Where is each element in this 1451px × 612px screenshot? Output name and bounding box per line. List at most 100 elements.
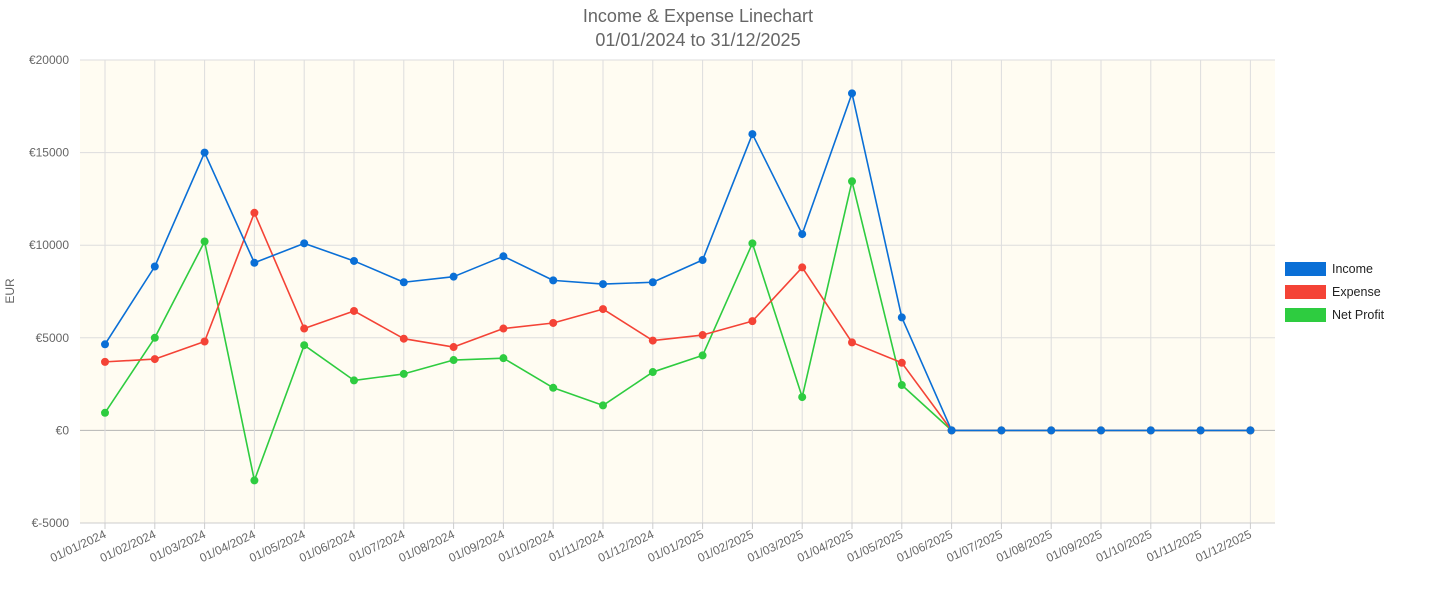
data-point [449,343,458,352]
data-point [648,336,657,345]
x-tick-label: 01/10/2024 [496,527,557,565]
x-tick-label: 01/07/2024 [347,527,408,565]
data-point [101,408,109,417]
data-point [200,337,209,346]
legend-swatch [1285,262,1326,276]
y-tick-label: €10000 [29,238,69,252]
data-point [599,401,607,410]
data-point [250,476,259,485]
x-tick-label: 01/02/2025 [695,527,756,565]
legend-label: Expense [1332,285,1381,299]
y-tick-label: €-5000 [32,516,70,530]
data-point [1146,426,1155,435]
data-point [848,89,856,98]
data-point [698,331,707,340]
data-point [947,426,956,435]
data-point [1246,426,1255,435]
data-point [549,318,558,327]
x-tick-label: 01/07/2025 [944,527,1005,565]
data-point [997,426,1006,435]
data-point [549,276,558,285]
data-point [250,208,259,217]
y-axis: €-5000 €0 €5000 €10000 €15000 €20000 [29,53,69,530]
data-point [150,333,159,342]
legend-swatch [1285,285,1326,299]
y-tick-label: €5000 [36,331,70,345]
data-point [798,230,807,239]
legend: Income Expense Net Profit [1285,262,1385,322]
data-point [101,340,109,349]
y-tick-label: €0 [56,423,70,437]
data-point [897,313,906,322]
data-point [150,355,159,364]
data-point [499,324,508,333]
data-point [848,338,856,347]
data-point [848,177,856,186]
data-point [648,368,657,377]
series-line [104,92,1251,432]
x-tick-label: 01/03/2025 [745,527,806,565]
y-axis-title: EUR [3,278,17,304]
x-tick-label: 01/09/2024 [446,527,507,565]
data-point [599,305,607,314]
chart-title: Income & Expense Linechart [583,6,813,26]
data-point [300,324,309,333]
x-tick-label: 01/11/2024 [547,527,607,565]
x-tick-label: 01/04/2024 [197,527,258,565]
data-point [698,351,707,360]
data-point [798,393,807,402]
data-point [101,357,109,366]
legend-swatch [1285,308,1326,322]
data-point [798,263,807,272]
data-point [549,383,558,392]
x-tick-label: 01/01/2025 [646,527,707,565]
x-tick-label: 01/09/2025 [1044,527,1105,565]
data-point [200,148,209,157]
legend-label: Net Profit [1332,308,1385,322]
data-point [1196,426,1205,435]
x-tick-label: 01/08/2024 [397,527,458,565]
x-tick-label: 01/02/2024 [98,527,159,565]
x-tick-label: 01/12/2024 [596,527,657,565]
data-point [599,280,607,289]
x-tick-label: 01/10/2025 [1094,527,1155,565]
plot-area [80,60,1275,523]
data-point [399,369,408,378]
data-point [200,237,209,246]
data-point [300,341,309,350]
data-point [449,272,458,281]
chart-subtitle: 01/01/2024 to 31/12/2025 [595,30,800,50]
data-point [350,256,358,265]
data-point [399,278,408,287]
x-tick-label: 01/01/2024 [48,527,109,565]
grid [80,59,1275,524]
x-tick-label: 01/11/2025 [1144,527,1204,565]
x-axis: 01/01/202401/02/202401/03/202401/04/2024… [48,522,1275,565]
data-point [698,256,707,265]
x-tick-label: 01/05/2024 [247,527,308,565]
data-point [350,376,358,385]
y-tick-label: €15000 [29,146,69,160]
x-tick-label: 01/03/2024 [148,527,209,565]
data-point [250,258,259,267]
data-point [748,239,757,248]
y-tick-label: €20000 [29,53,69,67]
x-tick-label: 01/04/2025 [795,527,856,565]
data-point [449,356,458,365]
data-point [399,334,408,343]
data-point [1047,426,1056,435]
data-point [499,354,508,363]
data-point [648,278,657,287]
data-point [897,358,906,367]
data-point [300,239,309,248]
series-layer [101,89,1255,485]
data-point [499,252,508,261]
data-point [748,317,757,326]
data-point [897,381,906,390]
x-tick-label: 01/12/2025 [1193,527,1254,565]
x-tick-label: 01/06/2024 [297,527,358,565]
data-point [1097,426,1105,435]
data-point [350,306,358,315]
series-income [101,89,1255,435]
